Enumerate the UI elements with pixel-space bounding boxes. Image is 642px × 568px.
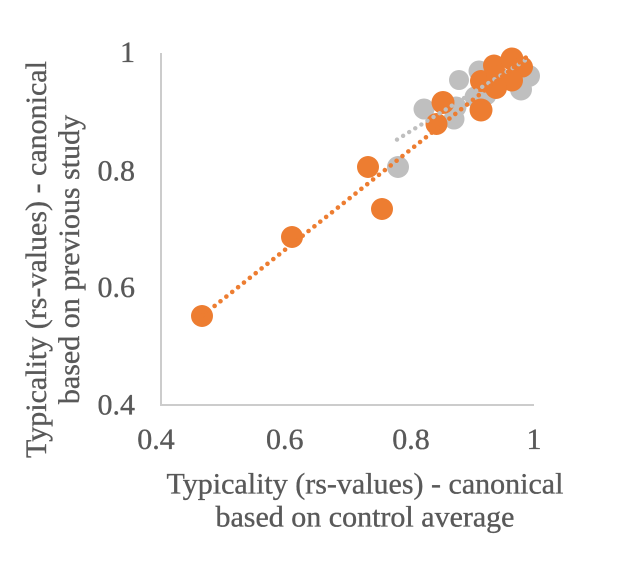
svg-text:based on control average: based on control average	[215, 500, 514, 533]
svg-text:1: 1	[527, 423, 542, 456]
svg-text:Typicality (rs-values) - canon: Typicality (rs-values) - canonical	[167, 467, 564, 500]
svg-text:0.6: 0.6	[98, 271, 136, 304]
svg-text:0.8: 0.8	[98, 155, 136, 188]
svg-text:Typicality (rs-values) - canon: Typicality (rs-values) - canonical	[20, 61, 53, 458]
svg-text:0.8: 0.8	[392, 423, 430, 456]
svg-text:0.4: 0.4	[98, 389, 136, 422]
svg-text:0.4: 0.4	[137, 423, 175, 456]
svg-text:based on previous study: based on previous study	[53, 115, 86, 404]
svg-text:1: 1	[120, 36, 135, 69]
svg-text:0.6: 0.6	[266, 423, 304, 456]
